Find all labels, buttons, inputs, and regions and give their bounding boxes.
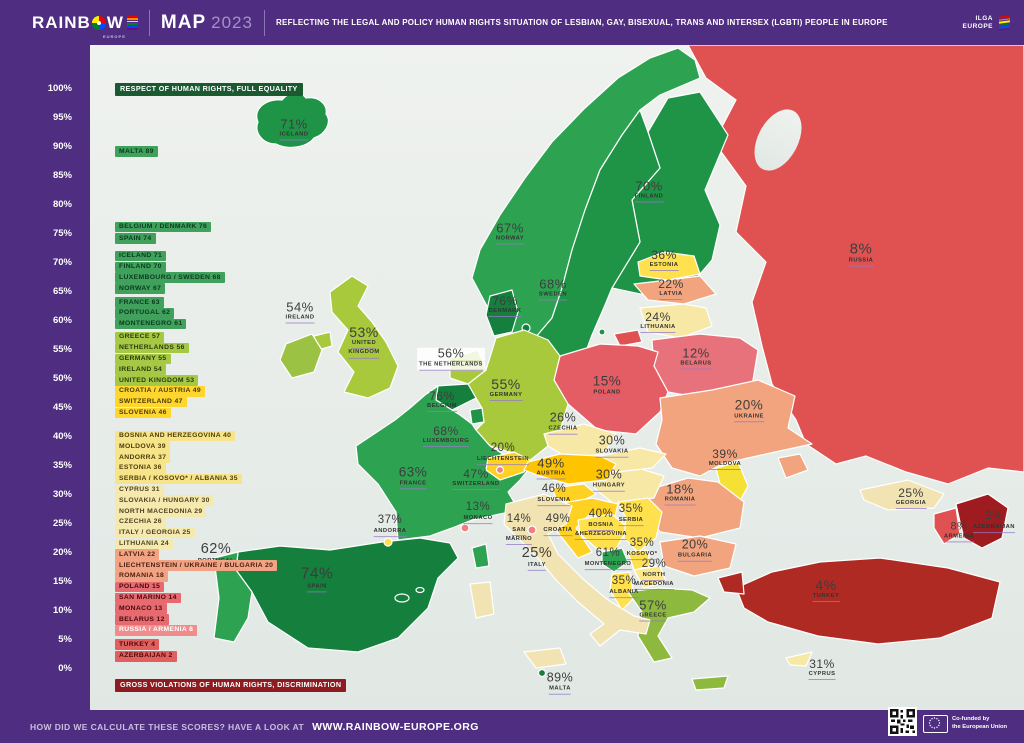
brand-subtitle: EUROPE — [102, 33, 126, 39]
andorra-marker — [383, 537, 393, 547]
scale-tick-95: 95% — [52, 112, 72, 123]
scale-tick-65: 65% — [52, 286, 72, 297]
country-north-macedonia — [633, 565, 667, 589]
island-sardinia — [469, 581, 495, 619]
header-bar: RAINB W EUROPE MAP 2023 REFLECTING THE LE… — [0, 0, 1024, 45]
island-crete — [691, 675, 729, 691]
white-sea — [754, 109, 802, 171]
liechtenstein-marker — [495, 465, 505, 475]
island-sicily — [523, 647, 567, 669]
footer-question: HOW DID WE CALCULATE THESE SCORES? HAVE … — [30, 721, 305, 732]
country-estonia — [637, 251, 701, 281]
country-turkey — [735, 557, 1001, 645]
island-corsica — [471, 543, 490, 569]
qr-code — [888, 707, 917, 736]
ilga-line1: ILGA — [975, 14, 993, 22]
scale-tick-40: 40% — [52, 431, 72, 442]
rainbow-europe-logo: RAINB W EUROPE — [32, 12, 138, 39]
scale-tick-0: 0% — [58, 663, 72, 674]
scale-tick-45: 45% — [52, 402, 72, 413]
country-united-kingdom — [329, 275, 399, 399]
scale-tick-100: 100% — [47, 83, 72, 94]
country-portugal — [213, 551, 253, 643]
scale-tick-85: 85% — [52, 170, 72, 181]
country-latvia — [633, 275, 717, 305]
country-spain — [235, 537, 459, 653]
scale-tick-90: 90% — [52, 141, 72, 152]
footer-bar: HOW DID WE CALCULATE THESE SCORES? HAVE … — [0, 710, 1024, 743]
island-menorca — [415, 586, 425, 594]
island-gotland — [598, 328, 606, 336]
san-marino-marker — [527, 525, 537, 535]
cofunded-line1: Co-funded by — [952, 716, 990, 722]
cofunded-text: Co-funded by the European Union — [952, 715, 1007, 731]
country-denmark — [485, 289, 519, 337]
country-albania — [609, 571, 635, 611]
country-azerbaijan — [955, 493, 1009, 549]
scale-tick-75: 75% — [52, 228, 72, 239]
cofunded-line2: the European Union — [952, 724, 1008, 731]
ilga-line2: EUROPE — [962, 22, 993, 30]
region-kaliningrad — [613, 329, 643, 347]
header-divider — [148, 9, 150, 36]
scale-tick-80: 80% — [52, 199, 72, 210]
region-crimea — [777, 453, 809, 479]
scale-tick-55: 55% — [52, 344, 72, 355]
ilga-flag-icon — [999, 14, 1010, 31]
scale-tick-35: 35% — [52, 460, 72, 471]
footer-url-link[interactable]: WWW.RAINBOW-EUROPE.ORG — [312, 720, 479, 733]
scale-tick-5: 5% — [58, 634, 72, 645]
scale-tick-50: 50% — [52, 373, 72, 384]
scale-tick-15: 15% — [52, 576, 72, 587]
globe-icon — [91, 15, 106, 30]
country-cyprus — [785, 651, 813, 667]
map-wordmark: MAP — [160, 11, 207, 33]
scale-tick-70: 70% — [52, 257, 72, 268]
country-italy — [503, 493, 651, 647]
country-bulgaria — [659, 535, 737, 577]
map-year: 2023 — [211, 12, 253, 32]
country-austria — [523, 453, 617, 485]
page-title: REFLECTING THE LEGAL AND POLICY HUMAN RI… — [275, 17, 888, 27]
eu-flag-icon — [923, 715, 948, 733]
country-lithuania — [639, 303, 713, 339]
scale-tick-10: 10% — [52, 605, 72, 616]
country-montenegro — [601, 547, 629, 573]
scale-tick-25: 25% — [52, 518, 72, 529]
country-ukraine — [655, 379, 813, 477]
header-divider-2 — [263, 9, 265, 36]
country-kosovo — [627, 549, 651, 571]
brand-text: RAINB — [32, 12, 91, 32]
country-georgia — [859, 479, 945, 511]
region-east-thrace — [717, 571, 745, 595]
country-switzerland — [485, 451, 531, 481]
scale-tick-20: 20% — [52, 547, 72, 558]
country-luxembourg — [469, 407, 485, 425]
country-iceland — [256, 92, 329, 148]
scale-tick-30: 30% — [52, 489, 72, 500]
country-malta-marker — [537, 668, 547, 678]
rainbow-flag-icon — [126, 15, 138, 30]
ilga-logo-text: ILGA EUROPE — [963, 15, 993, 31]
scale-tick-60: 60% — [52, 315, 72, 326]
island-mallorca — [394, 593, 410, 603]
country-armenia — [933, 507, 961, 545]
monaco-marker — [460, 523, 470, 533]
ilga-europe-logo: ILGA EUROPE — [963, 15, 1010, 31]
country-ireland — [279, 333, 323, 379]
brand-text-end: W — [106, 12, 124, 32]
percentage-scale-sidebar: 100% 95% 90% 85% 80% 75% 70% 65% 60% 55% 50% 45% 40%… — [0, 45, 90, 710]
